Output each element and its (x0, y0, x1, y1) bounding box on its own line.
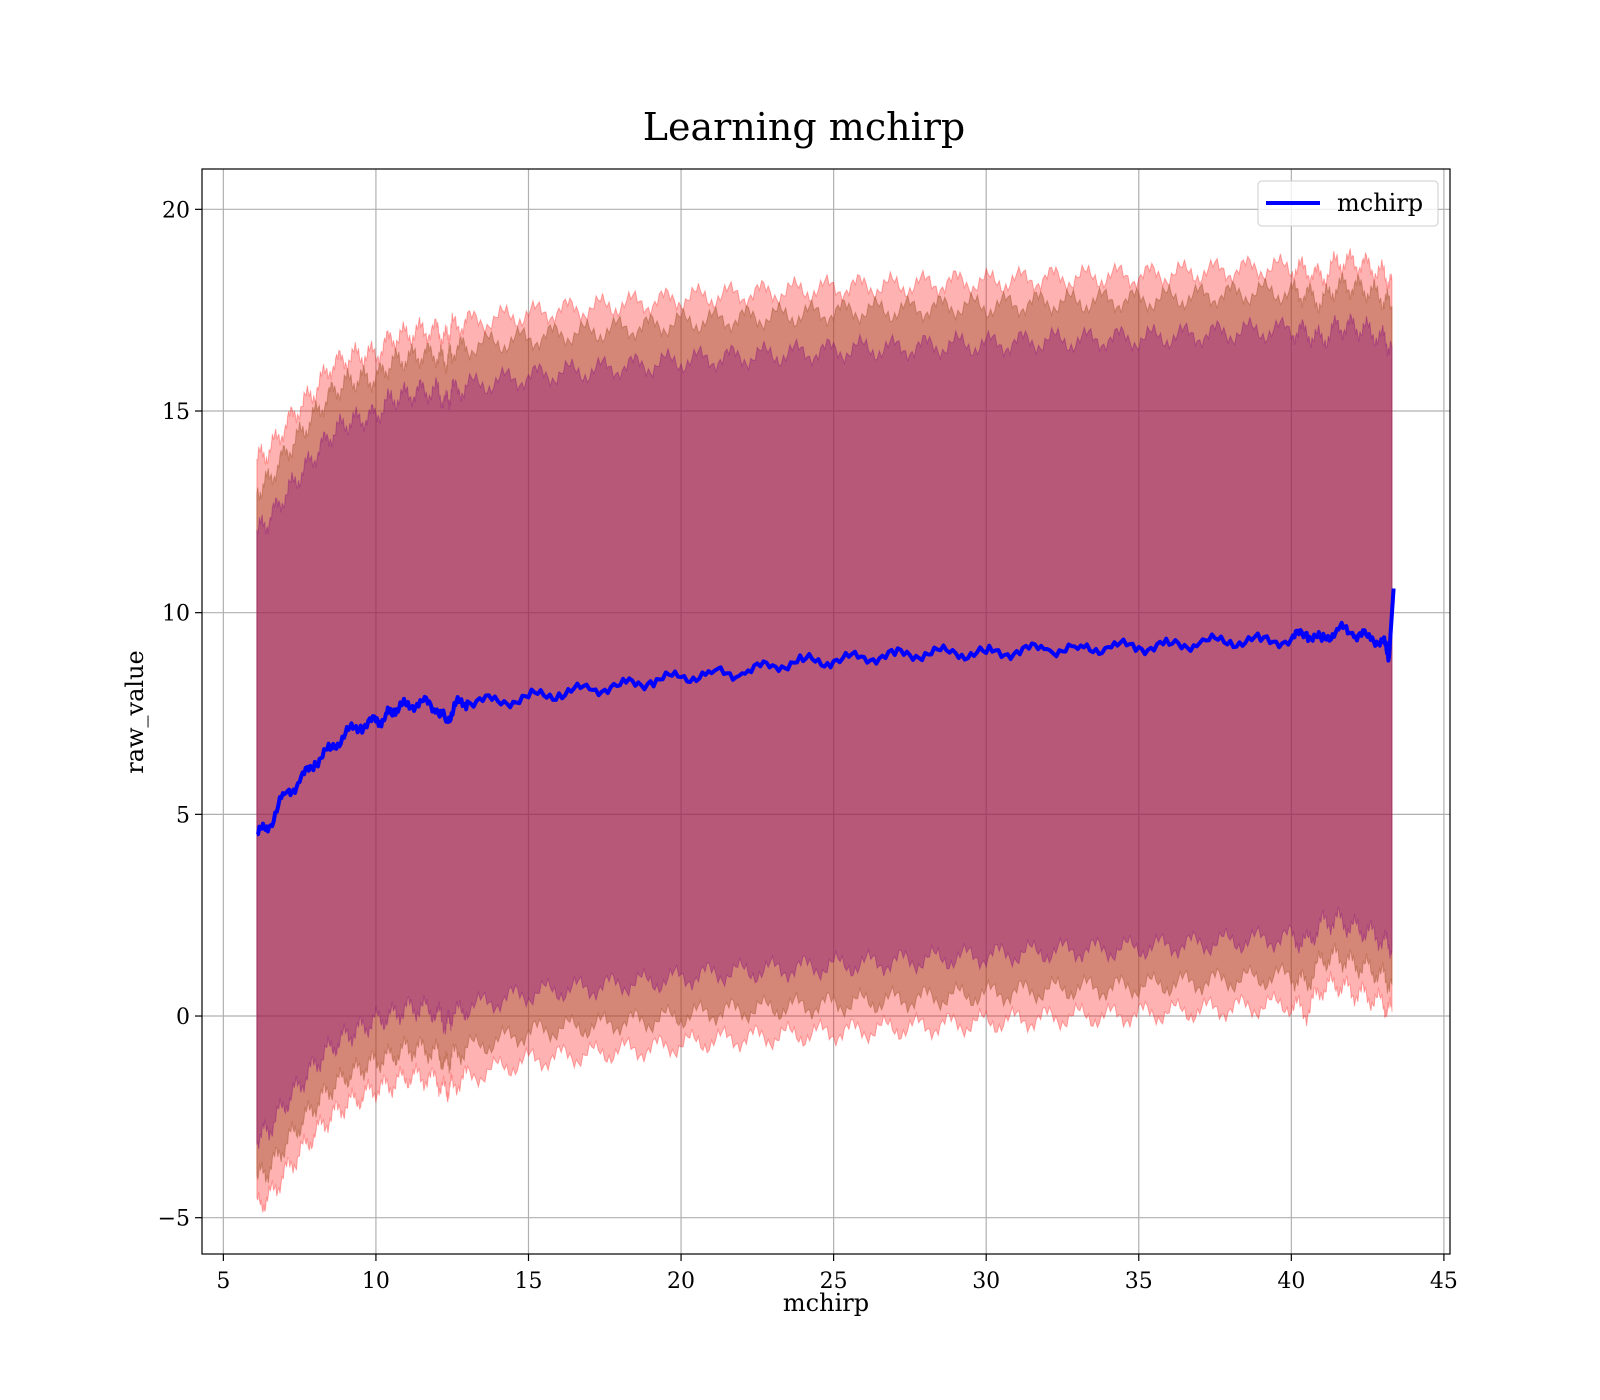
x-axis-label: mchirp (783, 1289, 869, 1317)
series-lines (256, 588, 1396, 837)
y-tick-label: 0 (176, 1005, 190, 1030)
legend: mchirp (1257, 180, 1439, 227)
x-axis-ticks: 5 10 15 20 25 30 35 40 45 (216, 1254, 1458, 1294)
y-axis-ticks: −5 0 5 10 15 20 (158, 198, 202, 1232)
series-line-mchirp (256, 588, 1396, 837)
x-tick-label: 25 (820, 1269, 848, 1294)
y-tick-label: 20 (162, 198, 190, 223)
x-tick-label: 45 (1430, 1269, 1458, 1294)
y-axis-label: raw_value (121, 650, 149, 774)
x-tick-label: 40 (1277, 1269, 1305, 1294)
y-tick-label: −5 (158, 1207, 190, 1232)
y-tick-label: 5 (176, 803, 190, 828)
legend-box (1257, 180, 1439, 227)
y-tick-label: 10 (162, 602, 190, 627)
y-tick-label: 15 (162, 400, 190, 425)
x-tick-label: 15 (514, 1269, 542, 1294)
x-tick-label: 10 (362, 1269, 390, 1294)
band-inner (256, 312, 1393, 1150)
confidence-bands (256, 248, 1393, 1213)
grid-lines (202, 169, 1450, 1254)
band-outer (256, 248, 1393, 1213)
chart-title: Learning mchirp (643, 105, 965, 149)
x-tick-label: 5 (216, 1269, 230, 1294)
x-tick-label: 30 (972, 1269, 1000, 1294)
x-tick-label: 20 (667, 1269, 695, 1294)
band-middle (256, 272, 1393, 1184)
plot-frame (201, 168, 1451, 1255)
legend-label: mchirp (1337, 189, 1423, 217)
x-tick-label: 35 (1125, 1269, 1153, 1294)
